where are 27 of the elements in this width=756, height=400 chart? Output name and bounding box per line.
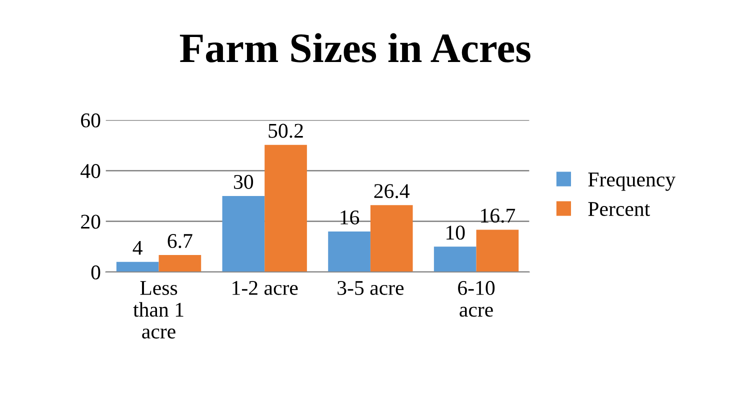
bar	[264, 144, 307, 272]
legend-label: Frequency	[588, 172, 676, 191]
bar	[222, 196, 265, 272]
bar	[434, 246, 476, 272]
y-tick-label: 40	[80, 164, 100, 178]
data-label: 26.4	[374, 184, 410, 198]
bar	[158, 255, 202, 272]
data-label: 10	[446, 226, 465, 240]
y-tick-label: 60	[81, 113, 100, 128]
y-tick-label: 0	[91, 265, 100, 280]
x-tick-label: Less than 1 acre	[133, 281, 184, 339]
bar	[328, 231, 370, 272]
data-label: 4	[132, 240, 142, 255]
data-label: 16	[340, 210, 360, 224]
bar	[370, 205, 413, 272]
bar	[476, 230, 519, 272]
data-label: 16.7	[481, 208, 516, 223]
x-tick-label: 1-2 acre	[232, 280, 298, 295]
x-tick-label: 3-5 acre	[338, 280, 404, 295]
chart-title: Farm Sizes in Acres	[180, 33, 530, 62]
data-label: 6.7	[168, 234, 192, 248]
bar	[116, 262, 159, 272]
y-tick-label: 20	[81, 214, 100, 229]
data-label: 30	[234, 174, 254, 189]
data-label: 50.2	[268, 124, 303, 138]
x-tick-label: 6-10 acre	[458, 280, 495, 317]
legend-label: Percent	[588, 202, 650, 216]
